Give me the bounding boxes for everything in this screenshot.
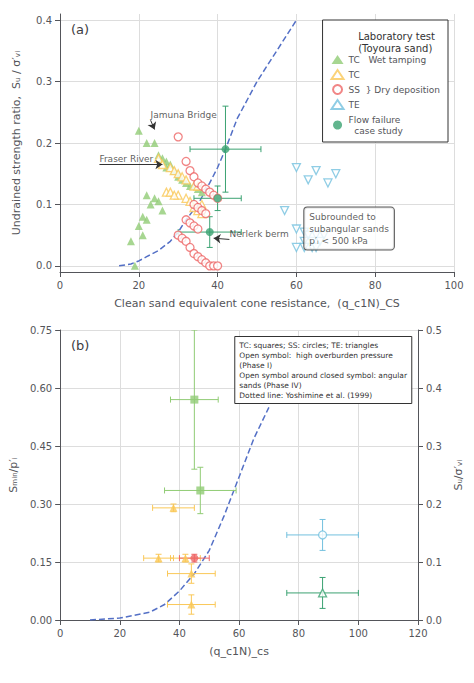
svg-text:0.3: 0.3 [36, 76, 52, 87]
svg-text:0.30: 0.30 [30, 499, 52, 510]
svg-text:Subrounded to: Subrounded to [309, 212, 376, 222]
svg-text:0.15: 0.15 [30, 557, 52, 568]
svg-text:subangular sands: subangular sands [309, 224, 389, 234]
svg-text:Open symbol: high overburden: Open symbol: high overburden pressure [239, 351, 393, 360]
svg-text:80: 80 [292, 628, 305, 639]
svg-text:Nerlerk berm: Nerlerk berm [229, 229, 288, 239]
svg-text:60: 60 [290, 280, 303, 291]
svg-text:SS } Dry deposition: SS } Dry deposition [349, 85, 440, 95]
svg-text:Jamuna Bridge: Jamuna Bridge [150, 110, 218, 120]
svg-text:100: 100 [349, 628, 368, 639]
svg-text:TE: TE [348, 100, 360, 110]
svg-text:Dotted line: Yoshimine et al.: Dotted line: Yoshimine et al. (1999) [239, 391, 372, 400]
svg-text:100: 100 [444, 280, 463, 291]
svg-text:0.1: 0.1 [426, 557, 442, 568]
svg-text:Fraser River: Fraser River [99, 154, 153, 164]
svg-text:0: 0 [57, 280, 63, 291]
svg-text:Open symbol around closed symb: Open symbol around closed symbol: angula… [239, 371, 408, 380]
svg-text:p′ᵢ < 500 kPa: p′ᵢ < 500 kPa [309, 236, 367, 246]
svg-text:0.00: 0.00 [30, 615, 52, 626]
svg-text:20: 20 [113, 628, 126, 639]
svg-text:(q_c1N)_cs: (q_c1N)_cs [209, 645, 269, 658]
svg-text:40: 40 [173, 628, 186, 639]
svg-text:Laboratory test: Laboratory test [358, 31, 435, 42]
svg-text:0.75: 0.75 [30, 325, 52, 336]
svg-text:0.5: 0.5 [426, 325, 442, 336]
svg-text:0.1: 0.1 [36, 199, 52, 210]
svg-text:0.0: 0.0 [426, 615, 442, 626]
svg-text:0.45: 0.45 [30, 441, 52, 452]
svg-text:Flow failure: Flow failure [349, 115, 401, 125]
svg-text:0.4: 0.4 [36, 15, 52, 26]
svg-text:(b): (b) [71, 338, 89, 353]
svg-text:0.3: 0.3 [426, 441, 442, 452]
svg-text:0.60: 0.60 [30, 383, 52, 394]
svg-text:sands (Phase IV): sands (Phase IV) [239, 381, 301, 390]
svg-text:20: 20 [132, 280, 145, 291]
svg-text:120: 120 [408, 628, 427, 639]
svg-text:Sᵤ/σ′ᵥᵢ: Sᵤ/σ′ᵥᵢ [452, 459, 465, 490]
svg-text:TC: squares; SS: circles; TE:: TC: squares; SS: circles; TE: triangles [238, 341, 378, 350]
svg-text:TC: TC [348, 70, 360, 80]
svg-text:0.0: 0.0 [36, 260, 52, 271]
svg-text:TC Wet tamping: TC Wet tamping [348, 55, 427, 65]
svg-text:0.2: 0.2 [36, 138, 52, 149]
svg-text:60: 60 [233, 628, 246, 639]
svg-text:40: 40 [211, 280, 224, 291]
svg-text:Clean sand equivalent cone res: Clean sand equivalent cone resistance, (… [114, 297, 400, 310]
svg-text:(Toyoura sand): (Toyoura sand) [358, 43, 432, 54]
svg-text:80: 80 [369, 280, 382, 291]
svg-text:(a): (a) [71, 22, 89, 37]
svg-text:Undrained strength ratio, Sᵤ: Undrained strength ratio, Sᵤ / σ′ᵥᵢ [10, 51, 23, 235]
svg-text:(Phase I): (Phase I) [239, 361, 272, 370]
svg-text:0: 0 [57, 628, 63, 639]
svg-text:0.4: 0.4 [426, 383, 442, 394]
svg-text:case study: case study [349, 126, 404, 136]
svg-text:0.2: 0.2 [426, 499, 442, 510]
svg-text:Sₘᵢₙ/p′ᵢ: Sₘᵢₙ/p′ᵢ [7, 457, 20, 492]
